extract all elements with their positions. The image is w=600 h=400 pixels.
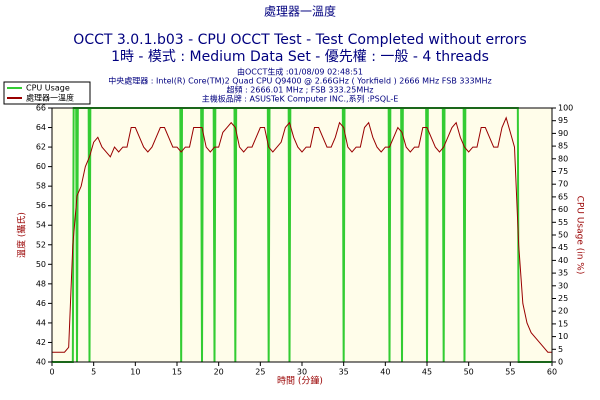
x-tick-label: 20	[214, 368, 224, 377]
x-tick-label: 10	[130, 368, 140, 377]
y-tick-label: 44	[36, 318, 46, 327]
y-tick-label: 64	[36, 123, 46, 132]
y-tick-label: 54	[36, 221, 46, 230]
x-tick-label: 40	[380, 368, 390, 377]
y2-tick-label: 30	[558, 281, 568, 290]
y2-tick-label: 25	[558, 294, 568, 303]
y2-tick-label: 0	[558, 358, 563, 367]
y2-tick-label: 15	[558, 319, 568, 328]
y-tick-label: 60	[36, 162, 46, 171]
x-tick-label: 30	[297, 368, 307, 377]
y2-tick-label: 85	[558, 142, 568, 151]
x-tick-label: 0	[49, 368, 54, 377]
subtitle2: 1時 - 模式 : Medium Data Set - 優先權 : 一般 - 4…	[111, 49, 489, 65]
y2-tick-label: 100	[558, 104, 573, 113]
x-tick-label: 5	[91, 368, 96, 377]
y2-tick-label: 80	[558, 154, 568, 163]
x-tick-label: 45	[422, 368, 432, 377]
y2-tick-label: 35	[558, 269, 568, 278]
subtitle: OCCT 3.0.1.b03 - CPU OCCT Test - Test Co…	[73, 32, 526, 48]
x-tick-label: 60	[547, 368, 557, 377]
y-tick-label: 58	[36, 182, 46, 191]
y-tick-label: 66	[36, 104, 46, 113]
x-tick-label: 55	[505, 368, 515, 377]
data-line	[52, 116, 552, 353]
y2-axis-label: CPU Usage (in %)	[575, 196, 585, 275]
info: 超頻 : 2666.01 MHz ; FSB 333.25MHz	[227, 85, 374, 95]
x-tick-label: 35	[339, 368, 349, 377]
y2-tick-label: 70	[558, 180, 568, 189]
y2-tick-label: 90	[558, 129, 568, 138]
plot-frame	[51, 107, 553, 363]
y2-tick-label: 75	[558, 167, 568, 176]
y2-tick-label: 65	[558, 192, 568, 201]
legend-label: CPU Usage	[26, 84, 70, 93]
y-axis-label: 溫度 (攝氏)	[16, 212, 28, 258]
x-axis-label: 時間 (分鐘)	[277, 375, 323, 387]
y-tick-label: 40	[36, 358, 46, 367]
y2-tick-label: 40	[558, 256, 568, 265]
info: 主機板品牌 : ASUSTeK Computer INC.,系列 :PSQL-E	[202, 94, 399, 104]
y-tick-label: 48	[36, 279, 46, 288]
info: 中央處理器 : Intel(R) Core(TM)2 Quad CPU Q940…	[108, 76, 492, 86]
x-tick-label: 25	[255, 368, 265, 377]
x-tick-label: 15	[172, 368, 182, 377]
plot-area	[52, 108, 552, 362]
y2-tick-label: 10	[558, 332, 568, 341]
chart-title: 處理器一溫度	[264, 4, 336, 19]
y2-tick-label: 95	[558, 116, 568, 125]
y2-tick-label: 20	[558, 307, 568, 316]
y2-tick-label: 50	[558, 231, 568, 240]
x-tick-label: 50	[464, 368, 474, 377]
info: 由OCCT生成 :01/08/09 02:48:51	[237, 67, 363, 77]
y-tick-label: 42	[36, 338, 46, 347]
y2-tick-label: 55	[558, 218, 568, 227]
y-tick-label: 56	[36, 201, 46, 210]
y-tick-label: 46	[36, 299, 46, 308]
y2-tick-label: 60	[558, 205, 568, 214]
y-tick-label: 62	[36, 143, 46, 152]
y2-tick-label: 5	[558, 345, 563, 354]
y-tick-label: 52	[36, 240, 46, 249]
y2-tick-label: 45	[558, 243, 568, 252]
legend-label: 處理器一溫度	[26, 93, 74, 103]
y-tick-label: 50	[36, 260, 46, 269]
legend-box	[3, 81, 91, 105]
